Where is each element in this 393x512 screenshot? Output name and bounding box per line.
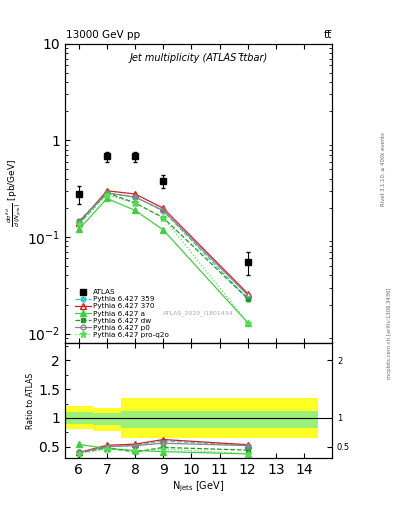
X-axis label: N$_{\mathrm{jets}}$ [GeV]: N$_{\mathrm{jets}}$ [GeV] bbox=[173, 480, 224, 494]
Text: 13000 GeV pp: 13000 GeV pp bbox=[66, 30, 140, 40]
Text: tt̅: tt̅ bbox=[323, 30, 332, 40]
Legend: ATLAS, Pythia 6.427 359, Pythia 6.427 370, Pythia 6.427 a, Pythia 6.427 dw, Pyth: ATLAS, Pythia 6.427 359, Pythia 6.427 37… bbox=[74, 288, 171, 339]
Y-axis label: $\frac{d\sigma^{fid}}{d\,(N_{jets})}$ [pb/GeV]: $\frac{d\sigma^{fid}}{d\,(N_{jets})}$ [p… bbox=[4, 159, 24, 227]
Text: mcplots.cern.ch [arXiv:1306.3436]: mcplots.cern.ch [arXiv:1306.3436] bbox=[387, 287, 392, 378]
Y-axis label: Ratio to ATLAS: Ratio to ATLAS bbox=[26, 373, 35, 429]
Text: Rivet 3.1.10, ≥ 400k events: Rivet 3.1.10, ≥ 400k events bbox=[381, 132, 386, 206]
Text: Jet multiplicity (ATLAS t̅tbar): Jet multiplicity (ATLAS t̅tbar) bbox=[129, 53, 268, 62]
Text: ATLAS_2020_I1801434: ATLAS_2020_I1801434 bbox=[163, 310, 234, 316]
